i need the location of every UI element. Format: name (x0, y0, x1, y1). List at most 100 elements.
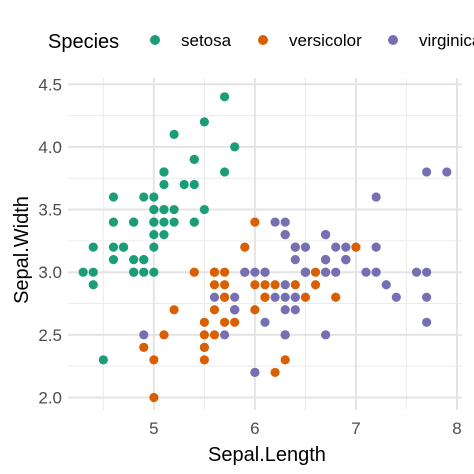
y-tick-label: 4.5 (38, 75, 62, 94)
point-virginica (300, 267, 311, 277)
point-versicolor (290, 280, 300, 290)
point-virginica (219, 330, 230, 340)
point-setosa (129, 217, 139, 227)
point-setosa (139, 192, 149, 202)
point-setosa (108, 192, 119, 202)
legend-key-versicolor (258, 35, 268, 45)
point-setosa (169, 129, 179, 139)
point-virginica (290, 255, 300, 265)
point-setosa (149, 267, 159, 277)
point-versicolor (149, 355, 159, 365)
point-setosa (149, 192, 159, 202)
point-versicolor (219, 317, 230, 327)
point-virginica (290, 292, 300, 302)
point-setosa (219, 167, 230, 177)
point-setosa (199, 204, 209, 215)
point-versicolor (250, 217, 260, 227)
point-setosa (189, 154, 199, 165)
point-virginica (270, 292, 280, 302)
y-tick-label: 4.0 (38, 138, 62, 157)
point-setosa (199, 117, 209, 127)
point-setosa (88, 280, 98, 290)
point-virginica (371, 267, 381, 277)
point-setosa (159, 230, 169, 240)
point-versicolor (240, 242, 250, 252)
point-versicolor (260, 292, 270, 302)
point-versicolor (139, 342, 149, 352)
point-versicolor (209, 305, 220, 315)
point-versicolor (219, 280, 230, 290)
point-virginica (260, 267, 270, 277)
point-versicolor (351, 242, 361, 252)
point-setosa (219, 92, 230, 102)
point-virginica (341, 242, 351, 252)
point-virginica (280, 230, 290, 240)
point-virginica (341, 255, 351, 265)
legend-label-versicolor: versicolor (289, 31, 362, 50)
point-versicolor (169, 305, 179, 315)
point-setosa (129, 267, 139, 277)
point-virginica (391, 292, 401, 302)
point-setosa (88, 242, 98, 252)
point-setosa (139, 267, 149, 277)
point-virginica (250, 267, 260, 277)
y-axis-ticks: 2.0 2.5 3.0 3.5 4.0 4.5 (38, 75, 62, 407)
point-setosa (98, 355, 108, 365)
point-versicolor (209, 330, 220, 340)
point-virginica (230, 292, 240, 302)
x-tick-label: 6 (250, 419, 259, 438)
point-versicolor (199, 355, 209, 365)
y-tick-label: 2.5 (38, 326, 62, 345)
point-virginica (422, 167, 432, 177)
minor-gridlines (68, 78, 462, 410)
point-setosa (118, 242, 129, 252)
point-versicolor (209, 280, 220, 290)
point-virginica (280, 292, 290, 302)
point-virginica (422, 267, 432, 277)
point-setosa (129, 255, 139, 265)
major-gridlines (68, 78, 462, 410)
legend-key-virginica (388, 35, 398, 45)
point-virginica (321, 230, 331, 240)
point-setosa (149, 230, 159, 240)
point-virginica (381, 280, 391, 290)
data-points (78, 92, 452, 403)
point-setosa (169, 217, 179, 227)
point-versicolor (199, 317, 209, 327)
point-virginica (411, 267, 422, 277)
legend-key-setosa (150, 35, 160, 45)
point-virginica (209, 292, 220, 302)
point-virginica (270, 217, 280, 227)
point-setosa (230, 142, 240, 152)
x-tick-label: 7 (351, 419, 360, 438)
point-versicolor (270, 280, 280, 290)
point-versicolor (189, 267, 199, 277)
point-virginica (422, 292, 432, 302)
point-setosa (159, 204, 169, 215)
point-versicolor (219, 267, 230, 277)
legend-label-setosa: setosa (181, 31, 232, 50)
point-versicolor (260, 280, 270, 290)
point-virginica (331, 267, 341, 277)
point-versicolor (331, 292, 341, 302)
plot-area (68, 78, 462, 410)
point-setosa (169, 204, 179, 215)
y-axis-title: Sepal.Width (11, 196, 33, 304)
point-virginica (250, 367, 260, 378)
point-virginica (371, 192, 381, 202)
point-virginica (321, 330, 331, 340)
point-setosa (88, 267, 98, 277)
point-versicolor (250, 305, 260, 315)
point-versicolor (310, 267, 321, 277)
point-virginica (371, 242, 381, 252)
point-versicolor (199, 330, 209, 340)
point-virginica (300, 242, 311, 252)
point-virginica (321, 267, 331, 277)
point-setosa (159, 167, 169, 177)
point-versicolor (300, 292, 311, 302)
point-versicolor (219, 292, 230, 302)
point-setosa (108, 242, 119, 252)
point-virginica (290, 242, 300, 252)
x-axis-ticks: 5 6 7 8 (149, 419, 462, 438)
legend: Species setosa versicolor virginica (48, 31, 474, 53)
